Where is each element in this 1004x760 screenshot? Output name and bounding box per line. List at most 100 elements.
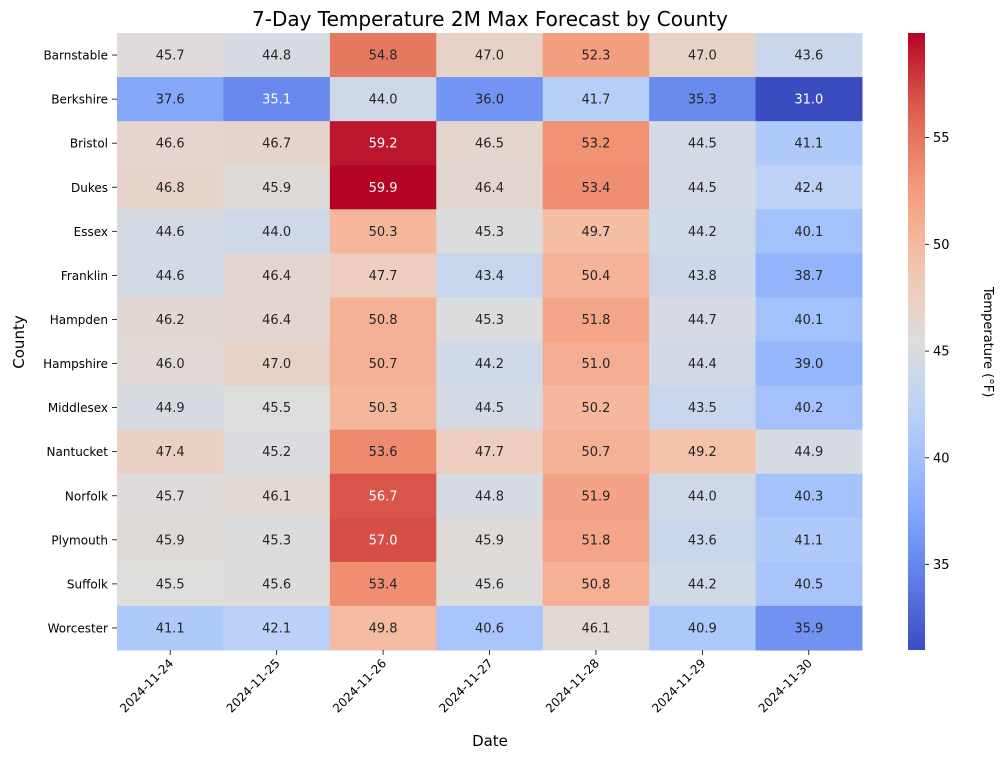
heatmap-cell: [436, 77, 544, 122]
heatmap-cells: 45.7 44.8 54.8 47.0 52.3 47.0 43.6 37.6 35.1 44.0…: [117, 33, 863, 651]
y-tick-label: Hampshire: [43, 357, 108, 371]
cell-value-label: 42.1: [262, 621, 291, 636]
y-tick-label: Nantucket: [47, 445, 109, 459]
cell-value-label: 49.8: [369, 621, 398, 636]
colorbar: 35 40 45 50 55: [908, 33, 950, 650]
cell-value-label: 44.9: [156, 401, 185, 416]
heatmap-cell: [436, 33, 544, 78]
cell-value-label: 46.6: [156, 137, 185, 152]
cell-value-label: 44.5: [475, 401, 504, 416]
heatmap-cell: [329, 33, 437, 78]
heatmap-cell: [223, 561, 331, 607]
cell-value-label: 44.6: [156, 269, 185, 284]
heatmap-cell: [436, 253, 544, 298]
heatmap-cell: [117, 297, 224, 342]
heatmap-cell: [223, 33, 331, 78]
heatmap-cell: [436, 385, 544, 431]
cell-value-label: 46.2: [156, 313, 185, 328]
cell-value-label: 45.2: [262, 445, 291, 460]
heatmap-cell: [436, 297, 544, 342]
heatmap-cell: [117, 209, 224, 254]
heatmap-cell: [117, 473, 224, 519]
cell-value-label: 49.7: [581, 225, 610, 240]
heatmap-cell: [436, 429, 544, 475]
heatmap-cell: [436, 165, 544, 210]
y-tick-label: Middlesex: [48, 401, 108, 415]
cell-value-label: 45.6: [262, 577, 291, 592]
cell-value-label: 44.9: [794, 445, 823, 460]
cell-value-label: 35.3: [688, 93, 717, 108]
cell-value-label: 51.8: [581, 313, 610, 328]
heatmap-cell: [329, 341, 437, 387]
heatmap-cell: [755, 473, 863, 519]
heatmap-cell: [649, 209, 757, 254]
y-tick-label: Suffolk: [67, 577, 108, 591]
cell-value-label: 45.5: [262, 401, 291, 416]
cell-value-label: 40.3: [794, 489, 823, 504]
cell-value-label: 45.6: [475, 577, 504, 592]
cell-value-label: 57.0: [369, 533, 398, 548]
x-tick-label: 2024-11-29: [649, 656, 708, 715]
cell-value-label: 44.6: [156, 225, 185, 240]
colorbar-tick-label: 40: [933, 451, 950, 466]
cell-value-label: 31.0: [794, 93, 823, 108]
cell-value-label: 46.4: [475, 181, 504, 196]
cell-value-label: 43.4: [475, 269, 504, 284]
heatmap-cell: [542, 209, 650, 254]
heatmap-cell: [436, 341, 544, 387]
cell-value-label: 35.9: [794, 621, 823, 636]
cell-value-label: 50.4: [581, 269, 610, 284]
heatmap-cell: [329, 429, 437, 475]
cell-value-label: 42.4: [794, 181, 823, 196]
cell-value-label: 47.4: [156, 445, 185, 460]
cell-value-label: 41.1: [794, 137, 823, 152]
colorbar-tick-label: 55: [933, 131, 950, 146]
y-tick-label: Norfolk: [65, 489, 108, 503]
cell-value-label: 44.8: [262, 49, 291, 64]
heatmap-cell: [117, 33, 224, 78]
heatmap-cell: [223, 253, 331, 298]
chart-title: 7-Day Temperature 2M Max Forecast by Cou…: [252, 7, 728, 31]
cell-value-label: 49.2: [688, 445, 717, 460]
y-tick-label: Hampden: [50, 313, 108, 327]
heatmap-cell: [542, 77, 650, 122]
heatmap-cell: [542, 165, 650, 210]
y-axis-ticks: Barnstable Berkshire Bristol Dukes Essex Fran…: [43, 49, 117, 635]
heatmap-cell: [649, 561, 757, 607]
heatmap-cell: [755, 517, 863, 563]
heatmap-cell: [329, 385, 437, 431]
heatmap-cell: [117, 121, 224, 166]
heatmap-cell: [542, 385, 650, 431]
cell-value-label: 59.2: [369, 137, 398, 152]
cell-value-label: 47.0: [262, 357, 291, 372]
heatmap-cell: [329, 77, 437, 122]
heatmap-cell: [755, 77, 863, 122]
colorbar-gradient: [908, 33, 925, 650]
heatmap-cell: [755, 33, 863, 78]
heatmap-cell: [755, 209, 863, 254]
heatmap-cell: [329, 165, 437, 210]
cell-value-label: 38.7: [794, 269, 823, 284]
y-tick-label: Dukes: [71, 181, 108, 195]
heatmap-cell: [436, 121, 544, 166]
cell-value-label: 44.7: [688, 313, 717, 328]
heatmap-cell: [329, 561, 437, 607]
cell-value-label: 56.7: [369, 489, 398, 504]
cell-value-label: 53.2: [581, 137, 610, 152]
cell-value-label: 45.3: [475, 313, 504, 328]
heatmap-cell: [436, 209, 544, 254]
cell-value-label: 54.8: [369, 49, 398, 64]
heatmap-cell: [649, 385, 757, 431]
cell-value-label: 37.6: [156, 93, 185, 108]
cell-value-label: 47.0: [475, 49, 504, 64]
heatmap-cell: [542, 605, 650, 651]
cell-value-label: 46.1: [581, 621, 610, 636]
cell-value-label: 36.0: [475, 93, 504, 108]
heatmap-cell: [649, 473, 757, 519]
cell-value-label: 53.4: [369, 577, 398, 592]
y-tick-label: Essex: [74, 225, 108, 239]
heatmap-cell: [117, 605, 224, 651]
heatmap-cell: [649, 165, 757, 210]
heatmap-cell: [542, 341, 650, 387]
cell-value-label: 46.7: [262, 137, 291, 152]
